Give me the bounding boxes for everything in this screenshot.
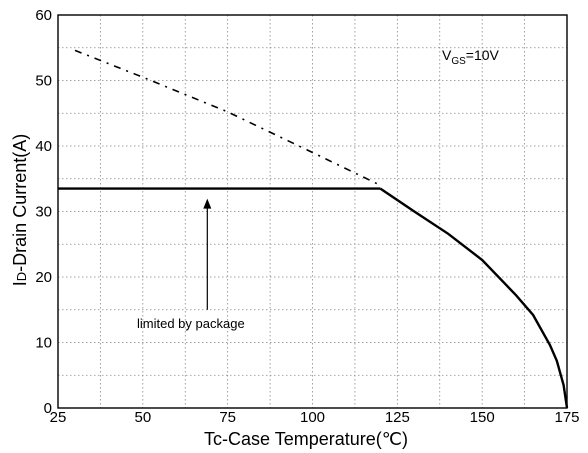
series-line-1 — [74, 49, 381, 187]
y-tick-label: 50 — [35, 73, 52, 90]
y-axis-title: ID-Drain Current(A) — [10, 134, 30, 286]
y-tick-label: 10 — [35, 335, 52, 352]
arrow-head — [203, 198, 212, 209]
y-axis-title-rest: -Drain Current(A) — [10, 134, 30, 272]
y-tick-label: 40 — [35, 138, 52, 155]
x-tick-label: 125 — [385, 409, 410, 426]
y-tick-label: 20 — [35, 269, 52, 286]
data-series — [58, 49, 569, 409]
x-tick-label: 100 — [300, 409, 325, 426]
vgs-value: =10V — [466, 47, 500, 63]
x-tick-label: 25 — [50, 409, 67, 426]
x-tick-label: 175 — [554, 409, 579, 426]
x-tick-label: 150 — [470, 409, 495, 426]
x-tick-label: 75 — [219, 409, 236, 426]
vgs-label: VGS=10V — [442, 47, 500, 67]
y-tick-label: 60 — [35, 7, 52, 24]
y-axis-title-main: I — [10, 281, 30, 286]
vgs-main: V — [442, 47, 452, 63]
vgs-subscript: GS — [451, 56, 466, 67]
x-axis-title: Tc-Case Temperature(℃) — [204, 429, 408, 449]
x-tick-label: 50 — [134, 409, 151, 426]
y-axis-title-sub: D — [14, 272, 29, 281]
annotations: limited by package VGS=10V — [137, 47, 500, 331]
grid-lines — [58, 15, 567, 408]
y-tick-label: 0 — [44, 400, 52, 417]
limited-by-package-label: limited by package — [137, 316, 245, 331]
y-tick-label: 30 — [35, 204, 52, 221]
plot-frame — [57, 14, 568, 409]
tick-labels: 25 50 75 100 125 150 175 0 10 20 30 40 50 60 — [35, 7, 579, 426]
series-line-3 — [379, 187, 569, 409]
